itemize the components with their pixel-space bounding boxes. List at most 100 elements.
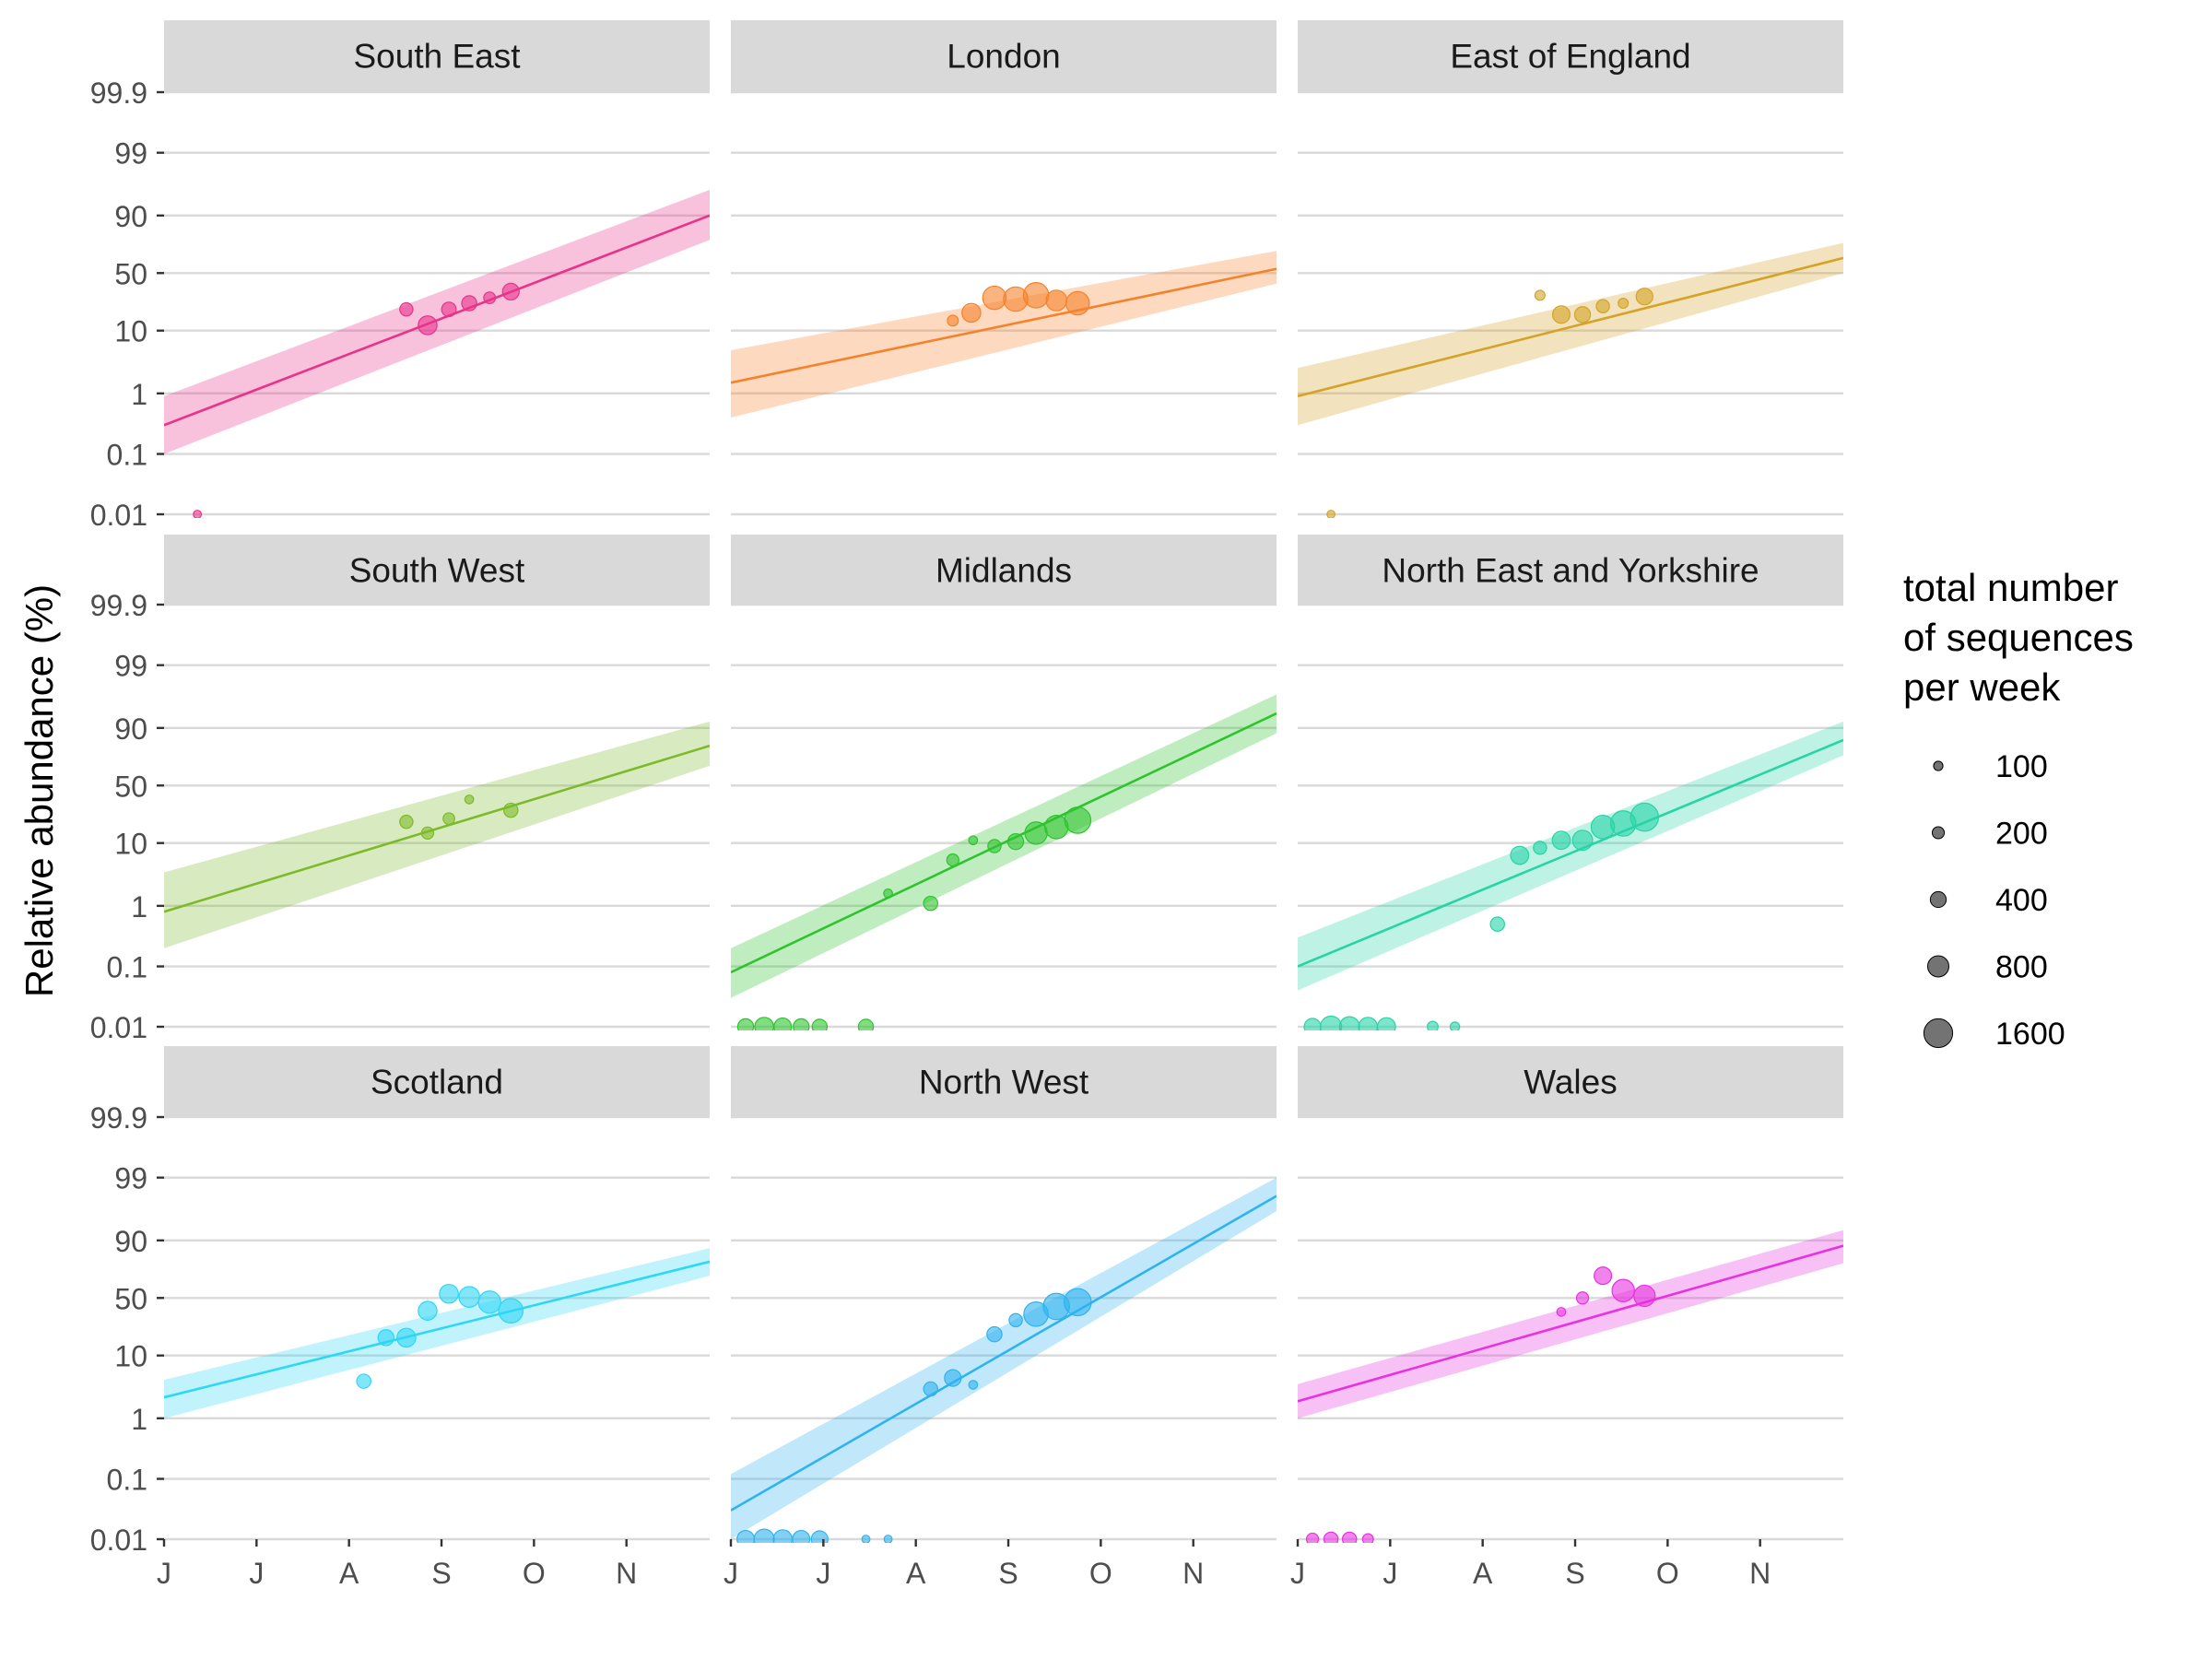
- data-point: [439, 1283, 459, 1304]
- data-point: [1361, 1533, 1374, 1543]
- data-point: [1064, 806, 1092, 834]
- facet-strip-label: East of England: [1450, 38, 1690, 76]
- y-tick-label: 1: [131, 1403, 147, 1436]
- data-point: [1320, 1015, 1343, 1030]
- x-tick-label: A: [339, 1557, 359, 1590]
- y-tick-label: 1: [131, 890, 147, 924]
- data-point: [420, 826, 435, 841]
- fit-line: [731, 267, 1277, 384]
- data-point: [811, 1018, 829, 1030]
- x-tick-label: O: [1089, 1557, 1112, 1590]
- data-point: [987, 839, 1002, 853]
- data-point: [483, 291, 497, 305]
- data-point: [377, 1329, 395, 1347]
- facet-wales: Wales: [1298, 1046, 1843, 1543]
- data-point: [498, 1298, 524, 1324]
- data-point: [1063, 1288, 1092, 1317]
- fit-line: [1298, 738, 1843, 968]
- plot-area: [1298, 242, 1843, 518]
- data-point: [1006, 832, 1025, 851]
- x-tick-label: A: [1473, 1557, 1493, 1590]
- y-tick-label: 10: [114, 315, 147, 348]
- y-tick-label: 50: [114, 257, 147, 290]
- facet-strip: [1298, 535, 1843, 606]
- data-point: [773, 1017, 793, 1030]
- fit-line: [731, 712, 1277, 974]
- facet-strip: [731, 535, 1277, 606]
- y-tick-label: 90: [114, 200, 147, 233]
- facet-strip-label: North West: [919, 1064, 1089, 1101]
- legend-title-line: per week: [1903, 665, 2061, 709]
- legend-size-label: 100: [1995, 749, 2048, 784]
- data-point: [1449, 1021, 1461, 1030]
- fit-line: [731, 1194, 1277, 1512]
- data-point: [1551, 830, 1571, 851]
- plot-area: [164, 721, 710, 948]
- fit-line: [164, 214, 710, 427]
- data-point: [1376, 1017, 1396, 1030]
- data-point: [399, 301, 414, 317]
- legend-size-label: 1600: [1995, 1017, 2065, 1052]
- data-point: [442, 812, 455, 826]
- data-point: [1551, 305, 1571, 324]
- data-point: [1510, 845, 1530, 865]
- data-point: [810, 1530, 829, 1543]
- data-point: [1323, 1531, 1339, 1543]
- plot-area: [1298, 721, 1843, 1030]
- facet-south-east: South East: [164, 20, 710, 518]
- y-tick-label: 0.01: [90, 1524, 147, 1557]
- confidence-ribbon: [731, 1177, 1277, 1539]
- legend-title-line: total number: [1903, 566, 2118, 609]
- x-tick-label: O: [1656, 1557, 1679, 1590]
- data-point: [1594, 1266, 1613, 1286]
- facet-strip: [164, 20, 710, 91]
- data-point: [857, 1018, 875, 1030]
- y-tick-label: 1: [131, 378, 147, 411]
- x-tick-label: A: [906, 1557, 926, 1590]
- data-point: [772, 1529, 793, 1543]
- data-point: [1065, 290, 1090, 316]
- data-point: [736, 1018, 755, 1030]
- legend-size-key: [1931, 826, 1946, 840]
- y-tick-label: 0.01: [90, 499, 147, 532]
- y-axis-labels: 0.01 0.1 1 10 50 90 99 99.9 0.01 0.1 1 10 50 90 99 99.9…: [90, 76, 164, 1557]
- x-tick-label: J: [249, 1557, 264, 1590]
- facet-strip-label: North East and Yorkshire: [1382, 552, 1759, 590]
- data-point: [1338, 1016, 1360, 1030]
- facet-strip-label: South East: [353, 38, 521, 76]
- facet-strip-label: Midlands: [935, 552, 1072, 590]
- data-point: [1008, 1312, 1023, 1328]
- legend-size-label: 400: [1995, 883, 2048, 918]
- fit-line: [1298, 1244, 1843, 1403]
- data-point: [1556, 1307, 1567, 1317]
- data-point: [883, 1535, 893, 1543]
- data-point: [1630, 802, 1660, 832]
- legend: total number of sequences per week 100 200 40…: [1903, 566, 2134, 1052]
- data-point: [1358, 1017, 1379, 1030]
- plot-area: [731, 251, 1277, 418]
- facet-south-west: South West: [164, 535, 710, 1029]
- data-point: [458, 1286, 480, 1308]
- y-tick-label: 0.1: [107, 1464, 147, 1497]
- data-point: [861, 1535, 871, 1543]
- y-tick-label: 10: [114, 1340, 147, 1373]
- facet-strip: [731, 20, 1277, 91]
- x-tick-label: S: [1565, 1557, 1584, 1590]
- data-point: [193, 510, 203, 518]
- facet-strip: [164, 535, 710, 606]
- facet-strip: [1298, 1046, 1843, 1117]
- data-point: [793, 1018, 810, 1030]
- legend-size-key: [1933, 760, 1944, 771]
- data-point: [1633, 1284, 1656, 1308]
- data-point: [1611, 1278, 1635, 1302]
- facet-strip-label: London: [947, 38, 1060, 76]
- y-tick-label: 99: [114, 1162, 147, 1195]
- data-point: [418, 315, 438, 335]
- data-point: [1571, 830, 1594, 852]
- y-tick-label: 0.1: [107, 439, 147, 472]
- legend-size-key: [1927, 955, 1949, 978]
- confidence-ribbon: [731, 694, 1277, 998]
- x-tick-label: S: [998, 1557, 1018, 1590]
- legend-size-label: 200: [1995, 817, 2048, 852]
